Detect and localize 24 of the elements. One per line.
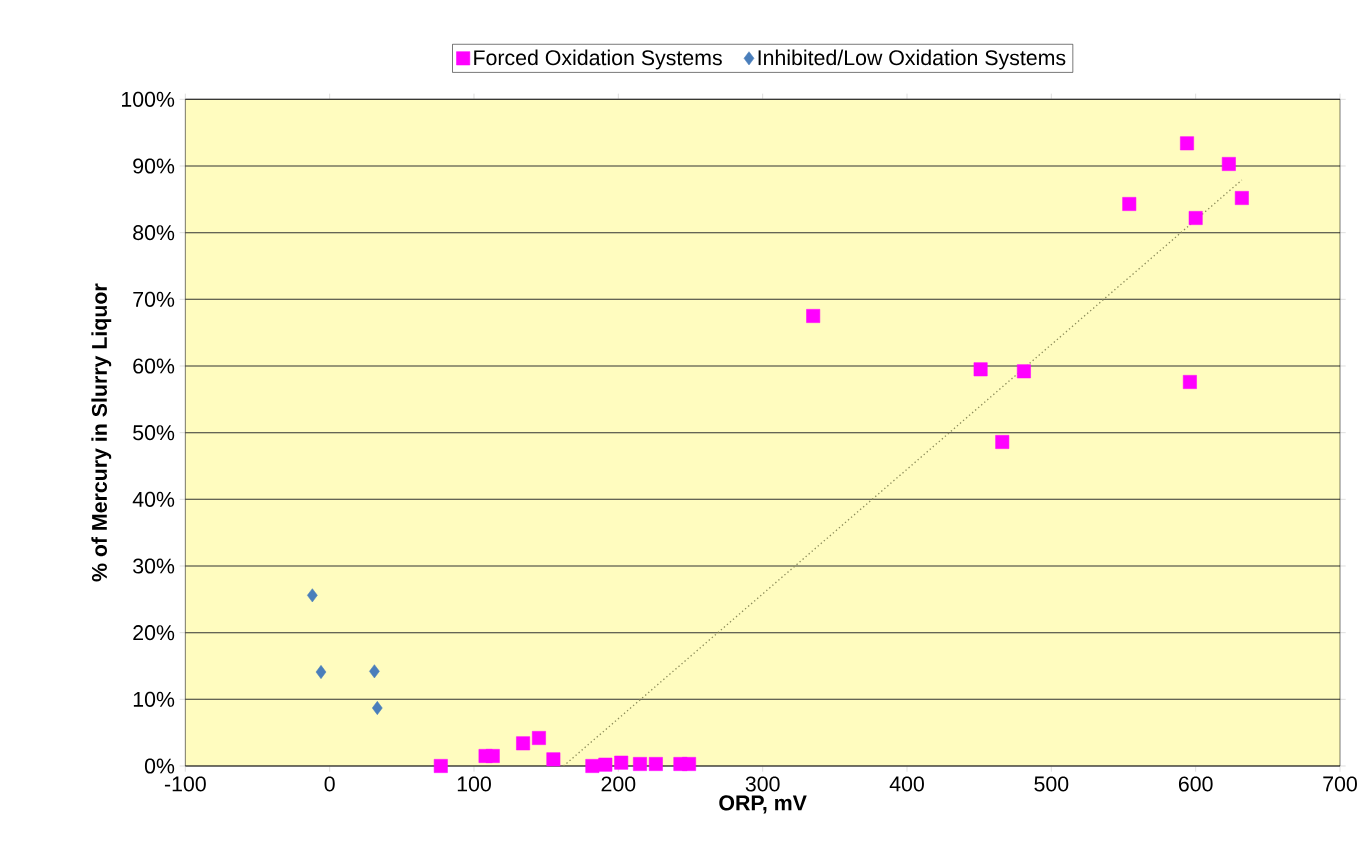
- x-tick-label: -100: [164, 776, 206, 792]
- legend-label: Inhibited/Low Oxidation Systems: [758, 49, 1066, 70]
- legend-label: Forced Oxidation Systems: [474, 49, 722, 70]
- y-tick-label: 10%: [133, 691, 175, 707]
- y-tick-label: 60%: [133, 358, 175, 374]
- y-axis-title: % of Mercury in Slurry Liquor: [91, 283, 112, 582]
- y-tick-label: 20%: [133, 625, 175, 641]
- y-tick-label: 90%: [133, 158, 175, 174]
- x-tick-label: 700: [1323, 776, 1357, 792]
- x-tick-label: 200: [601, 776, 636, 792]
- y-tick-label: 30%: [133, 558, 175, 574]
- x-axis-title: ORP, mV: [719, 795, 807, 814]
- x-tick-label: 500: [1034, 776, 1069, 792]
- x-tick-label: 600: [1178, 776, 1213, 792]
- y-tick-label: 0%: [144, 758, 175, 774]
- y-tick-label: 70%: [133, 291, 175, 307]
- x-tick-label: 100: [457, 776, 491, 792]
- x-tick-label: 400: [889, 776, 924, 792]
- y-tick-label: 100%: [122, 91, 175, 107]
- y-tick-label: 40%: [132, 491, 175, 507]
- x-tick-label: 0: [324, 776, 335, 792]
- x-tick-label: 300: [745, 776, 780, 792]
- y-tick-label: 80%: [133, 225, 175, 241]
- y-tick-label: 50%: [133, 425, 175, 441]
